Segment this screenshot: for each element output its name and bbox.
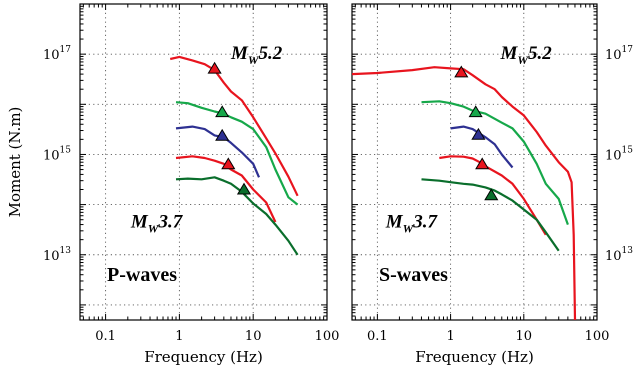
magnitude-symbol: M — [130, 211, 149, 232]
y-tick-label: 1015 — [43, 145, 71, 163]
y-tick-label: 1015 — [605, 145, 633, 163]
magnitude-value: 3.7 — [412, 211, 438, 232]
y-tick-label: 1013 — [43, 246, 71, 264]
magnitude-label: MW5.2 — [499, 43, 552, 67]
x-axis-label: Frequency (Hz) — [144, 348, 263, 366]
y-tick-exponent: 13 — [60, 246, 72, 256]
series-line — [421, 100, 569, 225]
corner-frequency-marker — [484, 188, 499, 201]
y-tick-base: 10 — [43, 148, 60, 163]
tick-marks — [80, 3, 328, 321]
corner-frequency-marker — [207, 61, 222, 74]
corner-frequency-marker — [468, 105, 483, 118]
magnitude-label: MW5.2 — [230, 43, 283, 67]
y-tick-label: 1017 — [605, 45, 633, 63]
series-1 — [351, 65, 577, 321]
series-5 — [175, 176, 299, 256]
series-3 — [175, 125, 261, 178]
y-tick-exponent: 17 — [622, 45, 634, 55]
magnitude-value: 5.2 — [528, 43, 552, 64]
panel-label: P-waves — [107, 264, 177, 286]
corner-frequency-marker — [454, 65, 469, 78]
corner-frequency-marker — [215, 105, 230, 118]
series-1 — [169, 55, 299, 197]
x-tick-label: 10 — [516, 329, 533, 344]
x-tick-label: 10 — [245, 329, 262, 344]
y-tick-label: 1013 — [605, 246, 633, 264]
grid — [80, 4, 327, 320]
magnitude-value: 5.2 — [259, 43, 283, 64]
y-tick-base: 10 — [605, 48, 622, 63]
y-tick-exponent: 17 — [60, 45, 72, 55]
corner-frequency-marker — [215, 128, 230, 141]
magnitude-subscript: W — [148, 221, 160, 235]
y-tick-label: 1017 — [43, 45, 71, 63]
magnitude-value: 3.7 — [157, 211, 183, 232]
y-tick-base: 10 — [43, 249, 60, 264]
magnitude-symbol: M — [230, 43, 249, 64]
y-tick-exponent: 13 — [622, 246, 634, 256]
series-line — [169, 55, 299, 197]
y-tick-exponent: 15 — [60, 145, 72, 155]
magnitude-label: MW3.7 — [385, 211, 439, 235]
magnitude-label: MW3.7 — [130, 211, 184, 235]
magnitude-subscript: W — [403, 221, 415, 235]
series-line — [421, 178, 560, 252]
series-3 — [450, 125, 514, 169]
corner-frequency-marker — [236, 182, 252, 195]
corner-frequency-marker — [221, 157, 236, 170]
y-axis-label: Moment (N.m) — [6, 107, 24, 218]
x-tick-label: 100 — [585, 329, 610, 344]
magnitude-subscript: W — [248, 53, 260, 67]
y-tick-exponent: 15 — [622, 145, 634, 155]
y-tick-base: 10 — [605, 148, 622, 163]
panel-label: S-waves — [379, 264, 448, 286]
series-2 — [421, 100, 569, 225]
x-tick-label: 0.1 — [95, 329, 116, 344]
x-tick-label: 100 — [315, 329, 340, 344]
y-tick-base: 10 — [605, 249, 622, 264]
x-tick-label: 1 — [175, 329, 183, 344]
magnitude-symbol: M — [385, 211, 404, 232]
tick-marks — [352, 3, 598, 321]
x-tick-label: 1 — [446, 329, 454, 344]
x-tick-label: 0.1 — [367, 329, 388, 344]
series-4 — [439, 155, 547, 236]
series-4 — [175, 155, 277, 223]
series-5 — [421, 178, 560, 252]
series-line — [175, 101, 299, 206]
series-2 — [175, 101, 299, 206]
x-axis-label: Frequency (Hz) — [415, 348, 534, 366]
series-line — [351, 66, 577, 321]
y-tick-base: 10 — [43, 48, 60, 63]
corner-frequency-marker — [475, 157, 490, 170]
corner-frequency-marker — [471, 127, 486, 140]
magnitude-subscript: W — [517, 53, 529, 67]
series-line — [175, 125, 261, 178]
magnitude-symbol: M — [499, 43, 518, 64]
series-line — [175, 176, 299, 256]
